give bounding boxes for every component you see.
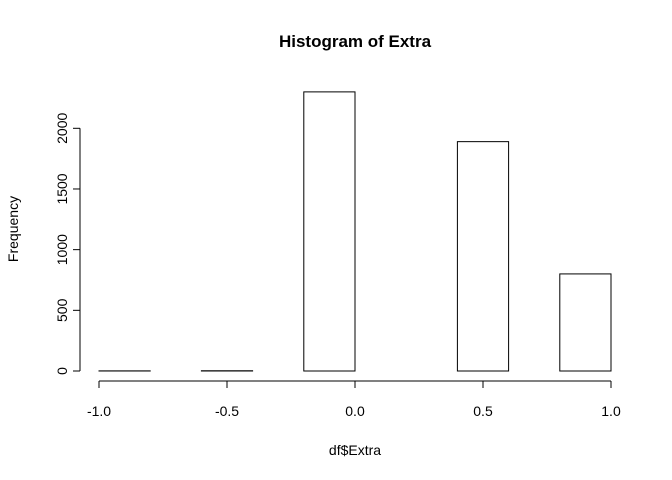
histogram-bars xyxy=(98,91,612,372)
x-tick-label: -0.5 xyxy=(215,403,239,419)
y-axis-title: Frequency xyxy=(5,196,21,262)
x-axis: -1.0 -0.5 0.0 0.5 1.0 xyxy=(87,380,621,419)
y-tick-label: 500 xyxy=(54,298,70,322)
y-tick-label: 2000 xyxy=(54,113,70,144)
x-tick-label: 0.0 xyxy=(345,403,365,419)
y-axis: 0 500 1000 1500 2000 xyxy=(54,113,81,375)
histogram-bar xyxy=(303,91,356,372)
y-tick-label: 0 xyxy=(54,367,70,375)
y-tick-label: 1500 xyxy=(54,173,70,204)
y-tick-label: 1000 xyxy=(54,234,70,265)
histogram-bar xyxy=(456,141,510,372)
x-tick-label: -1.0 xyxy=(87,403,111,419)
x-axis-title: df$Extra xyxy=(329,442,381,458)
histogram-bar xyxy=(559,273,612,372)
x-tick-label: 1.0 xyxy=(601,403,621,419)
x-tick-label: 0.5 xyxy=(473,403,493,419)
chart-title: Histogram of Extra xyxy=(279,32,432,51)
